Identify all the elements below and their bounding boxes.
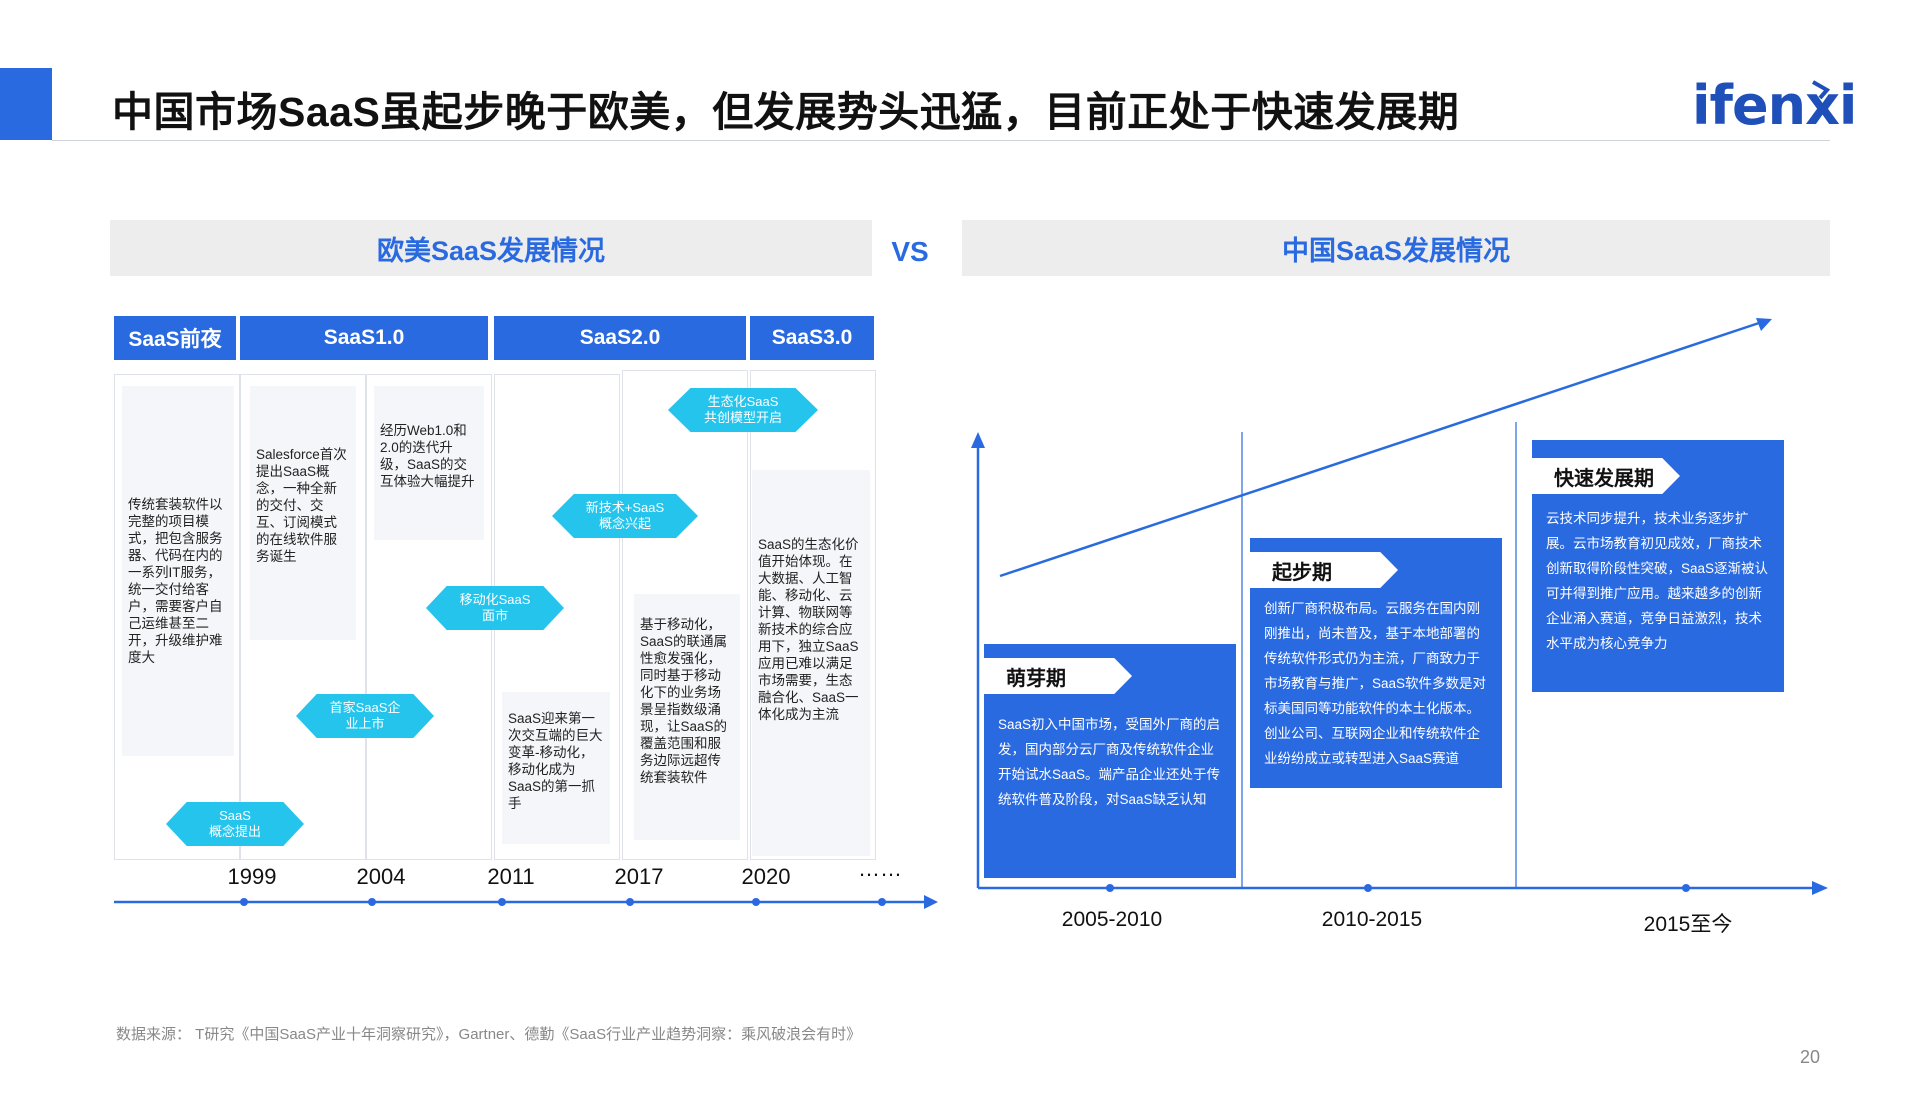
note-text: 经历Web1.0和2.0的迭代升级，SaaS的交互体验大幅提升 xyxy=(380,423,475,489)
note-saas2-mobile: SaaS迎来第一次交互端的巨大变革-移动化，移动化成为SaaS的第一抓手 xyxy=(502,692,610,844)
note-text: SaaS迎来第一次交互端的巨大变革-移动化，移动化成为SaaS的第一抓手 xyxy=(508,711,603,811)
period-label: 2005-2010 xyxy=(1061,908,1163,931)
note-text: Salesforce首次提出SaaS概念，一种全新的交付、交互、订阅模式的在线软… xyxy=(256,447,347,564)
milestone-label: 新技术+SaaS 概念兴起 xyxy=(585,500,665,531)
stage-tag: 萌芽期 xyxy=(984,658,1132,694)
title-divider xyxy=(52,140,1830,141)
milestone-label: 移动化SaaS 面市 xyxy=(459,592,531,623)
milestone-hex: 生态化SaaS 共创模型开启 xyxy=(668,388,818,432)
accent-bar xyxy=(0,68,52,140)
note-saas1-intro: Salesforce首次提出SaaS概念，一种全新的交付、交互、订阅模式的在线软… xyxy=(250,386,356,640)
year-label: 2004 xyxy=(356,864,406,889)
west-timeline-axis xyxy=(114,895,938,909)
note-pre-saas: 传统套装软件以完整的项目模式，把包含服务器、代码在内的一系列IT服务，统一交付给… xyxy=(122,386,234,756)
stage-box-startup: 起步期 创新厂商积极布局。云服务在国内刚刚推出，尚未普及，基于本地部署的传统软件… xyxy=(1250,538,1502,788)
phase-header: SaaS2.0 xyxy=(494,316,746,360)
period-label: 2010-2015 xyxy=(1321,908,1423,931)
stage-description: 创新厂商积极布局。云服务在国内刚刚推出，尚未普及，基于本地部署的传统软件形式仍为… xyxy=(1264,601,1487,766)
stage-description: SaaS初入中国市场，受国外厂商的启发，国内部分云厂商及传统软件企业开始试水Sa… xyxy=(998,717,1221,807)
milestone-hex: SaaS 概念提出 xyxy=(166,802,304,846)
china-section-heading: 中国SaaS发展情况 xyxy=(962,220,1830,276)
year-label: …… xyxy=(858,856,902,881)
data-source: 数据来源： T研究《中国SaaS产业十年洞察研究》，Gartner、德勤《Saa… xyxy=(116,1026,862,1043)
milestone-label: SaaS 概念提出 xyxy=(208,808,261,839)
stage-tag: 快速发展期 xyxy=(1532,458,1680,494)
milestone-hex: 首家SaaS企 业上市 xyxy=(296,694,434,738)
note-saas2-connect: 基于移动化，SaaS的联通属性愈发强化，同时基于移动化下的业务场景呈指数级涌现，… xyxy=(634,594,740,840)
phase-header: SaaS3.0 xyxy=(750,316,874,360)
phase-header: SaaS1.0 xyxy=(240,316,488,360)
logo-text: ifenxi xyxy=(1692,74,1857,137)
logo-arrow-icon xyxy=(1812,80,1831,100)
period-label: 2015至今 xyxy=(1643,913,1733,936)
stage-description: 云技术同步提升，技术业务逐步扩展。云市场教育初见成效，厂商技术创新取得阶段性突破… xyxy=(1546,511,1769,651)
stage-box-germination: 萌芽期 SaaS初入中国市场，受国外厂商的启发，国内部分云厂商及传统软件企业开始… xyxy=(984,644,1236,878)
year-label: 2011 xyxy=(487,864,535,889)
note-text: 传统套装软件以完整的项目模式，把包含服务器、代码在内的一系列IT服务，统一交付给… xyxy=(128,497,223,665)
milestone-hex: 新技术+SaaS 概念兴起 xyxy=(552,494,698,538)
milestone-label: 生态化SaaS 共创模型开启 xyxy=(703,394,782,425)
logo: ifenxi xyxy=(1692,74,1857,137)
year-label: 1999 xyxy=(227,864,277,889)
phase-header: SaaS前夜 xyxy=(114,316,236,360)
china-stage-chart xyxy=(971,318,1828,895)
year-label: 2020 xyxy=(741,864,791,889)
note-saas3-eco: SaaS的生态化价值开始体现。在大数据、人工智能、移动化、云计算、物联网等新技术… xyxy=(752,470,870,856)
stage-box-rapid-growth: 快速发展期 云技术同步提升，技术业务逐步扩展。云市场教育初见成效，厂商技术创新取… xyxy=(1532,440,1784,692)
page-number: 20 xyxy=(1800,1047,1821,1067)
note-text: SaaS的生态化价值开始体现。在大数据、人工智能、移动化、云计算、物联网等新技术… xyxy=(758,537,859,722)
milestone-label: 首家SaaS企 业上市 xyxy=(329,700,401,731)
note-saas1-web: 经历Web1.0和2.0的迭代升级，SaaS的交互体验大幅提升 xyxy=(374,386,484,540)
note-text: 基于移动化，SaaS的联通属性愈发强化，同时基于移动化下的业务场景呈指数级涌现，… xyxy=(640,617,728,785)
west-section-heading: 欧美SaaS发展情况 xyxy=(110,220,872,276)
milestone-hex: 移动化SaaS 面市 xyxy=(426,586,564,630)
stage-tag: 起步期 xyxy=(1250,552,1398,588)
page-title: 中国市场SaaS虽起步晚于欧美，但发展势头迅猛，目前正处于快速发展期 xyxy=(112,89,1460,135)
vs-label: VS xyxy=(891,236,929,267)
year-label: 2017 xyxy=(614,864,664,889)
